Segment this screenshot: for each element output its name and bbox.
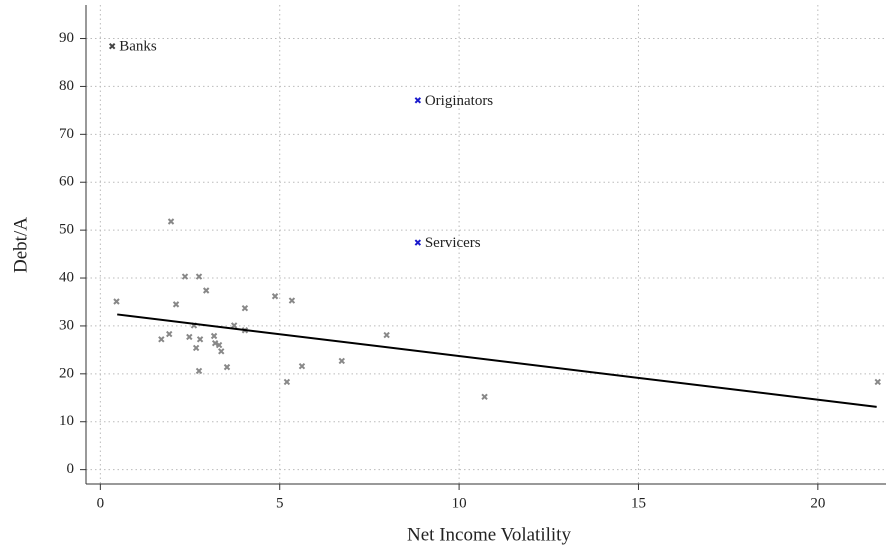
point: [211, 339, 219, 347]
point: [158, 336, 165, 343]
point: [874, 378, 881, 386]
point: [271, 293, 279, 300]
point: [338, 357, 345, 365]
point: [202, 287, 210, 294]
point: [195, 273, 203, 280]
point: [196, 336, 204, 343]
y-tick-label: 10: [59, 413, 74, 429]
x-tick-label: 15: [631, 495, 646, 511]
point: [230, 322, 238, 329]
point: [195, 367, 203, 375]
point: [288, 297, 296, 304]
point-label: Originators: [425, 93, 493, 109]
point: [414, 97, 422, 104]
point-label: Banks: [119, 39, 157, 55]
y-tick-label: 90: [59, 30, 74, 46]
point: [215, 341, 223, 349]
y-tick-label: 20: [59, 365, 74, 381]
point: [223, 363, 231, 371]
point: [283, 378, 291, 386]
point: [218, 348, 225, 355]
point: [181, 273, 189, 280]
point: [167, 218, 175, 225]
x-tick-label: 20: [810, 495, 825, 511]
y-tick-label: 0: [67, 461, 75, 477]
point: [113, 298, 120, 305]
point-label: Servicers: [425, 235, 481, 251]
y-tick-label: 40: [59, 269, 74, 285]
point: [172, 301, 180, 308]
x-tick-label: 0: [97, 495, 105, 511]
point: [192, 344, 200, 352]
y-tick-label: 70: [59, 126, 74, 142]
x-tick-label: 5: [276, 495, 284, 511]
x-tick-label: 10: [452, 495, 467, 511]
point: [241, 304, 249, 312]
y-axis-title: Debt/A: [10, 217, 31, 273]
point: [166, 330, 173, 338]
y-tick-label: 80: [59, 78, 74, 94]
x-axis-title: Net Income Volatility: [407, 524, 571, 545]
point: [383, 331, 390, 339]
point: [414, 239, 422, 246]
point: [186, 333, 193, 341]
point: [108, 42, 116, 50]
point: [481, 393, 488, 401]
point: [298, 362, 306, 370]
y-tick-label: 60: [59, 174, 74, 190]
y-tick-label: 30: [59, 317, 74, 333]
y-tick-label: 50: [59, 222, 74, 238]
fit-line: [117, 313, 877, 408]
point: [210, 332, 218, 340]
